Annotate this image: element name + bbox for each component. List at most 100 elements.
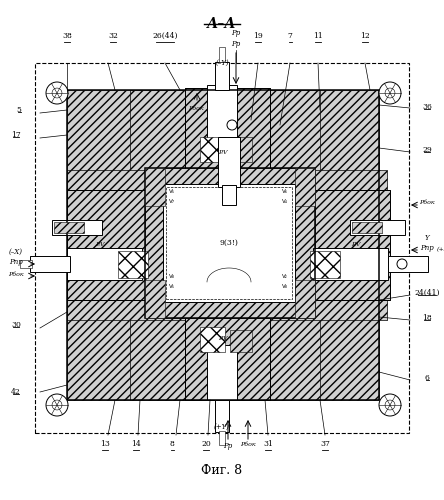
Text: 36: 36 <box>422 103 432 111</box>
Text: Рбок: Рбок <box>188 106 204 110</box>
Bar <box>219 431 225 445</box>
Text: 12: 12 <box>360 32 370 40</box>
Text: 24(41): 24(41) <box>414 289 440 297</box>
Circle shape <box>379 394 401 416</box>
Bar <box>35 63 409 433</box>
Bar <box>20 260 32 268</box>
Circle shape <box>397 259 407 269</box>
Bar <box>215 400 229 432</box>
Bar <box>207 345 237 400</box>
Bar <box>145 168 165 206</box>
Text: (–Y): (–Y) <box>215 59 229 67</box>
Circle shape <box>46 394 68 416</box>
Text: 7: 7 <box>288 32 293 40</box>
Text: 19: 19 <box>253 32 263 40</box>
Text: P.V: P.V <box>351 242 361 246</box>
Text: 17: 17 <box>11 131 21 139</box>
Text: 5: 5 <box>16 106 21 114</box>
Text: 42: 42 <box>11 388 21 396</box>
Bar <box>67 170 197 320</box>
Circle shape <box>46 82 68 104</box>
Text: 9(3!): 9(3!) <box>220 239 238 247</box>
Text: Фиг. 8: Фиг. 8 <box>202 464 242 476</box>
Text: V₆: V₆ <box>282 189 288 194</box>
Text: V₅: V₅ <box>169 189 175 194</box>
Text: Рпр: Рпр <box>9 258 23 266</box>
Text: 37: 37 <box>320 440 330 448</box>
Text: (+X): (+X) <box>437 248 444 252</box>
Bar <box>222 185 236 205</box>
Text: 18: 18 <box>422 314 432 322</box>
Bar <box>310 251 340 278</box>
Bar <box>67 90 379 400</box>
Bar <box>215 62 229 90</box>
Text: 14: 14 <box>131 440 141 448</box>
Bar <box>352 222 382 233</box>
Text: Рр: Рр <box>231 40 241 48</box>
Bar <box>185 88 270 170</box>
Bar <box>388 256 428 272</box>
Text: P.V: P.V <box>218 336 228 340</box>
Circle shape <box>52 400 62 410</box>
Bar <box>185 318 270 400</box>
Text: 38: 38 <box>62 32 72 40</box>
Bar <box>163 184 295 302</box>
Bar <box>185 88 270 170</box>
Circle shape <box>385 400 395 410</box>
Bar <box>166 187 292 299</box>
Bar <box>218 137 240 187</box>
Bar <box>230 330 252 352</box>
Bar <box>295 280 315 318</box>
Bar <box>350 220 405 235</box>
Bar <box>219 47 225 62</box>
Text: 30: 30 <box>11 321 21 329</box>
Circle shape <box>227 120 237 130</box>
Text: 8: 8 <box>170 440 174 448</box>
Text: P.V: P.V <box>95 242 105 246</box>
Text: V₂: V₂ <box>282 274 288 279</box>
Bar <box>200 137 225 162</box>
Text: Рбок: Рбок <box>240 442 256 447</box>
Bar <box>145 280 165 318</box>
Bar <box>52 220 102 235</box>
Bar <box>285 190 390 300</box>
Text: V₄: V₄ <box>282 199 288 204</box>
Bar <box>54 222 84 233</box>
Text: 29: 29 <box>422 146 432 154</box>
Text: 26(44): 26(44) <box>152 32 178 40</box>
Text: Рбок: Рбок <box>8 272 24 276</box>
Text: (+Y): (+Y) <box>214 423 230 431</box>
Circle shape <box>379 82 401 104</box>
Bar <box>257 170 387 320</box>
Bar <box>285 190 390 300</box>
Bar <box>145 168 315 318</box>
Bar <box>185 318 270 400</box>
Bar <box>67 190 172 300</box>
Text: 32: 32 <box>108 32 118 40</box>
Bar <box>118 251 148 278</box>
Bar <box>67 190 172 300</box>
Text: Рпр: Рпр <box>420 244 434 252</box>
Text: 20: 20 <box>201 440 211 448</box>
Text: Рбок: Рбок <box>419 200 435 204</box>
Bar <box>313 248 388 280</box>
Bar <box>145 168 315 318</box>
Bar <box>67 90 379 400</box>
Bar <box>130 90 320 190</box>
Circle shape <box>385 88 395 98</box>
Bar <box>207 85 237 145</box>
Bar <box>295 168 315 206</box>
Text: 31: 31 <box>263 440 273 448</box>
Text: Рр: Рр <box>223 442 233 450</box>
Text: А–А: А–А <box>207 17 237 31</box>
Bar <box>30 256 70 272</box>
Circle shape <box>52 88 62 98</box>
Text: 6: 6 <box>424 374 429 382</box>
Text: V₈: V₈ <box>169 274 175 279</box>
Bar <box>67 248 142 280</box>
Text: (–X): (–X) <box>9 248 23 256</box>
Bar <box>200 327 225 352</box>
Text: P.V: P.V <box>218 150 228 154</box>
Text: Рр: Рр <box>231 29 241 37</box>
Text: V₈: V₈ <box>282 284 288 289</box>
